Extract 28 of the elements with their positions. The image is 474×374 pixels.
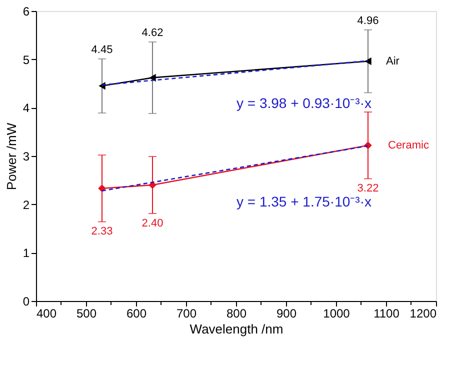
data-label: 3.22 bbox=[357, 182, 379, 195]
y-tick-label: 5 bbox=[22, 52, 30, 67]
x-tick-label: 900 bbox=[276, 306, 297, 320]
series-label: Air bbox=[386, 55, 400, 68]
annotation: y = 3.98 + 0.93·10⁻³·x bbox=[236, 94, 372, 111]
y-tick-label: 4 bbox=[22, 101, 30, 116]
data-label: 2.33 bbox=[91, 226, 113, 238]
y-tick-label: 6 bbox=[22, 4, 30, 18]
x-tick-label: 400 bbox=[36, 306, 57, 320]
x-tick-label: 500 bbox=[76, 306, 97, 320]
x-axis-title: Wavelength /nm bbox=[190, 322, 284, 336]
y-tick-label: 0 bbox=[22, 294, 30, 308]
x-tick-label: 1200 bbox=[410, 306, 437, 320]
data-label: 2.40 bbox=[142, 218, 164, 230]
data-label: 4.62 bbox=[142, 26, 164, 39]
y-axis-title: Power /mW bbox=[4, 122, 19, 190]
y-tick-label: 1 bbox=[22, 246, 30, 260]
data-label: 4.45 bbox=[91, 44, 113, 56]
x-tick-label: 700 bbox=[176, 306, 197, 320]
series-label: Ceramic bbox=[388, 139, 430, 152]
annotation: y = 1.35 + 1.75·10⁻³·x bbox=[236, 193, 372, 210]
data-label: 4.96 bbox=[357, 14, 379, 27]
y-tick-label: 2 bbox=[22, 198, 30, 212]
x-tick-label: 1100 bbox=[374, 306, 400, 320]
y-tick-label: 3 bbox=[22, 150, 30, 164]
x-tick-label: 1000 bbox=[323, 306, 350, 320]
x-tick-label: 800 bbox=[226, 306, 247, 320]
x-tick-label: 600 bbox=[126, 306, 147, 320]
